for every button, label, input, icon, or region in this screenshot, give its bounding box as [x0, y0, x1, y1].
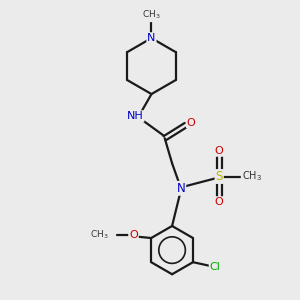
Text: O: O [129, 230, 138, 240]
Text: N: N [147, 33, 156, 43]
Text: O: O [187, 118, 196, 128]
Text: N: N [176, 182, 185, 195]
Text: S: S [215, 170, 223, 183]
Text: O: O [215, 146, 224, 156]
Text: Cl: Cl [210, 262, 220, 272]
Text: NH: NH [127, 111, 144, 121]
Text: CH$_3$: CH$_3$ [242, 169, 262, 183]
Text: CH$_3$: CH$_3$ [90, 229, 109, 241]
Text: O: O [215, 197, 224, 207]
Text: CH$_3$: CH$_3$ [142, 9, 161, 21]
